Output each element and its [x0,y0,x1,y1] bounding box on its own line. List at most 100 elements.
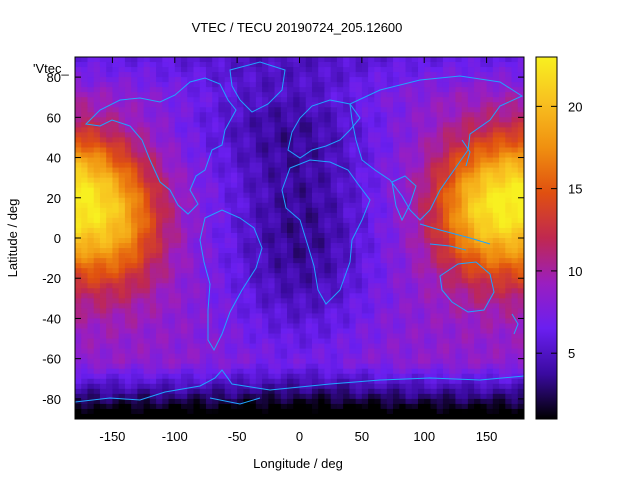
heatmap-cell [224,238,232,244]
heatmap-cell [318,318,326,325]
heatmap-cell [93,57,101,63]
heatmap-cell [262,243,269,249]
heatmap-cell [75,378,82,385]
heatmap-cell [168,398,176,405]
heatmap-cell [343,82,350,88]
heatmap-cell [330,152,338,159]
heatmap-cell [162,343,170,350]
heatmap-cell [449,222,457,229]
heatmap-cell [249,162,257,169]
heatmap-cell [137,313,145,320]
heatmap-cell [368,318,375,325]
heatmap-cell [299,273,307,279]
heatmap-cell [311,72,319,78]
heatmap-cell [336,258,344,264]
heatmap-cell [336,363,344,370]
heatmap-cell [149,358,157,365]
heatmap-cell [467,323,475,330]
heatmap-cell [237,293,244,299]
heatmap-cell [486,232,494,239]
heatmap-cell [137,202,145,209]
heatmap-cell [137,142,145,149]
heatmap-cell [149,253,157,259]
heatmap-cell [124,92,132,98]
heatmap-cell [268,212,276,219]
heatmap-cell [262,112,269,118]
heatmap-cell [386,373,394,380]
heatmap-cell [243,122,251,128]
heatmap-cell [143,333,151,340]
heatmap-cell [355,77,363,83]
heatmap-cell [106,293,114,299]
heatmap-cell [305,57,313,63]
heatmap-cell [224,323,232,330]
heatmap-cell [461,288,469,294]
heatmap-cell [517,343,524,350]
heatmap-cell [299,283,307,289]
heatmap-cell [249,122,257,128]
heatmap-cell [361,273,369,279]
heatmap-cell [193,122,201,128]
heatmap-cell [461,112,469,118]
heatmap-cell [293,122,301,128]
heatmap-cell [249,97,257,103]
heatmap-cell [249,187,257,194]
heatmap-cell [330,323,338,330]
heatmap-cell [361,248,369,254]
heatmap-cell [249,253,257,259]
heatmap-cell [424,368,432,375]
heatmap-cell [480,343,488,350]
heatmap-cell [93,293,101,299]
heatmap-cell [336,333,344,340]
heatmap-cell [106,403,114,410]
heatmap-cell [274,238,282,244]
heatmap-cell [212,147,220,154]
heatmap-cell [274,77,282,83]
heatmap-cell [193,227,201,234]
heatmap-cell [106,222,114,229]
heatmap-cell [124,238,132,244]
heatmap-cell [380,197,388,204]
heatmap-cell [299,323,307,330]
heatmap-cell [368,248,375,254]
heatmap-cell [124,363,132,370]
heatmap-cell [355,202,363,209]
heatmap-cell [199,97,207,103]
heatmap-cell [249,338,257,345]
heatmap-cell [486,202,494,209]
heatmap-cell [449,248,457,254]
heatmap-cell [280,238,288,244]
heatmap-cell [480,373,488,380]
heatmap-cell [492,57,500,63]
heatmap-cell [480,157,488,164]
heatmap-cell [499,333,506,340]
heatmap-cell [330,328,338,335]
heatmap-cell [343,273,350,279]
heatmap-cell [168,353,176,360]
heatmap-cell [349,92,357,98]
heatmap-cell [106,172,114,179]
heatmap-cell [411,323,419,330]
heatmap-cell [143,187,151,194]
heatmap-cell [199,152,207,159]
heatmap-cell [318,398,326,405]
heatmap-cell [449,323,457,330]
heatmap-cell [355,238,363,244]
heatmap-cell [243,373,251,380]
heatmap-cell [75,147,82,154]
heatmap-cell [156,283,163,289]
heatmap-cell [99,238,107,244]
heatmap-cell [299,258,307,264]
heatmap-cell [361,338,369,345]
heatmap-cell [162,182,170,189]
heatmap-cell [517,388,524,395]
heatmap-cell [361,333,369,340]
heatmap-cell [330,77,338,83]
heatmap-cell [293,92,301,98]
heatmap-cell [467,303,475,309]
heatmap-cell [299,348,307,355]
heatmap-cell [268,273,276,279]
heatmap-cell [399,147,407,154]
heatmap-cell [212,378,220,385]
heatmap-cell [106,343,114,350]
